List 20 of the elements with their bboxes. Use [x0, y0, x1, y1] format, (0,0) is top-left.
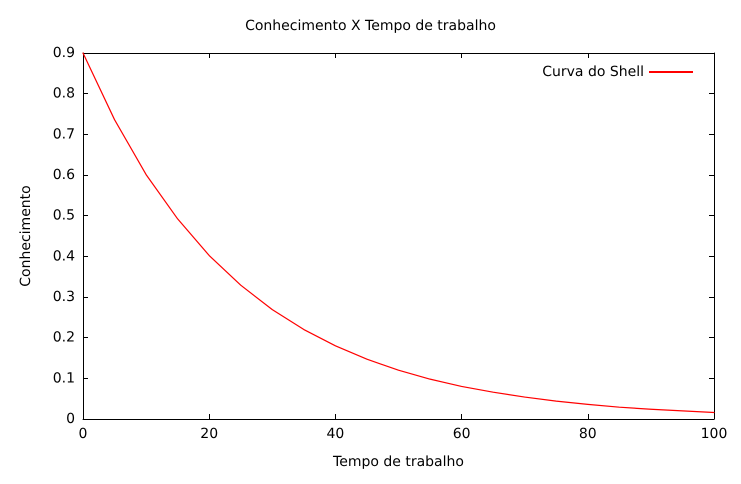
legend-label: Curva do Shell: [542, 64, 644, 80]
chart-title: Conhecimento X Tempo de trabalho: [245, 18, 496, 34]
x-axis-title: Tempo de trabalho: [332, 454, 464, 470]
y-tick-label: 0: [66, 411, 75, 427]
y-tick-label: 0.6: [52, 167, 76, 183]
x-tick-label: 100: [700, 426, 728, 442]
y-tick-label: 0.8: [52, 86, 75, 102]
y-tick-label: 0.9: [52, 45, 75, 61]
x-tick-label: 80: [578, 426, 597, 442]
x-tick-label: 20: [200, 426, 218, 442]
x-tick-label: 0: [78, 426, 88, 442]
x-tick-label: 60: [452, 426, 471, 442]
y-tick-label: 0.3: [52, 289, 75, 305]
x-tick-label: 40: [326, 426, 344, 442]
y-tick-label: 0.5: [52, 208, 75, 224]
y-tick-label: 0.7: [52, 126, 75, 142]
y-tick-label: 0.4: [52, 248, 76, 264]
y-axis-title: Conhecimento: [18, 185, 34, 287]
y-tick-label: 0.1: [52, 370, 75, 386]
y-tick-label: 0.2: [52, 330, 75, 346]
